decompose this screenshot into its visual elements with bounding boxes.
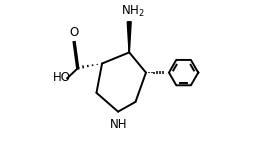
Text: NH: NH bbox=[110, 118, 128, 131]
Text: O: O bbox=[70, 26, 79, 39]
Text: HO: HO bbox=[53, 71, 71, 84]
Text: NH$_2$: NH$_2$ bbox=[121, 4, 145, 19]
Polygon shape bbox=[127, 22, 131, 52]
